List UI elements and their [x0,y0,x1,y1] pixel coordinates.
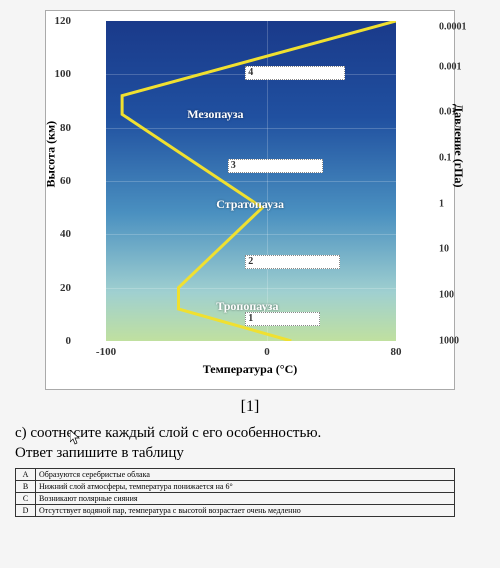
layer-label: Стратопауза [216,197,284,212]
question-line2: Ответ запишите в таблицу [15,445,184,461]
y-right-tick: 0.001 [439,61,462,72]
y-right-tick: 10 [439,244,449,255]
blank-box[interactable]: 1 [245,312,320,326]
x-tick: 80 [391,346,402,358]
table-text: Образуются серебристые облака [36,469,455,481]
blank-box[interactable]: 2 [245,255,340,269]
y-right-tick: 1 [439,198,444,209]
blank-box[interactable]: 3 [228,159,323,173]
x-tick: -100 [96,346,116,358]
table-text: Возникают полярные сияния [36,493,455,505]
x-tick: 0 [264,346,270,358]
reference-label: [1] [0,398,500,416]
x-label: Температура (°С) [203,362,298,377]
table-row: АОбразуются серебристые облака [16,469,455,481]
table-text: Нижний слой атмосферы, температура пониж… [36,481,455,493]
blank-box[interactable]: 4 [245,66,345,80]
y-left-tick: 80 [60,122,71,134]
y-left-label: Высота (км) [44,121,59,188]
y-left-tick: 40 [60,228,71,240]
table-key: С [16,493,36,505]
y-left-tick: 60 [60,175,71,187]
atmosphere-chart: ТропопаузаСтратопаузаМезопауза 1234 0204… [45,10,455,390]
y-right-label: Давление (гПа) [452,104,467,188]
y-right-tick: 0.1 [439,152,452,163]
question-line1: с) соотнесите каждый слой с его особенно… [15,425,321,441]
table-row: DОтсутствует водяной пар, температура с … [16,505,455,517]
y-left-tick: 100 [55,68,72,80]
table-key: D [16,505,36,517]
table-row: СВозникают полярные сияния [16,493,455,505]
y-left-tick: 120 [55,15,72,27]
answer-table: АОбразуются серебристые облакаВНижний сл… [15,468,455,517]
table-key: А [16,469,36,481]
y-left-tick: 20 [60,282,71,294]
y-right-tick: 0.0001 [439,22,467,33]
table-key: В [16,481,36,493]
plot-area: ТропопаузаСтратопаузаМезопауза 1234 [106,21,396,341]
table-text: Отсутствует водяной пар, температура с в… [36,505,455,517]
table-row: ВНижний слой атмосферы, температура пони… [16,481,455,493]
layer-label: Мезопауза [187,107,243,122]
y-right-tick: 100 [439,290,454,301]
y-left-tick: 0 [66,335,72,347]
y-right-tick: 1000 [439,336,459,347]
cursor-icon [70,430,82,451]
